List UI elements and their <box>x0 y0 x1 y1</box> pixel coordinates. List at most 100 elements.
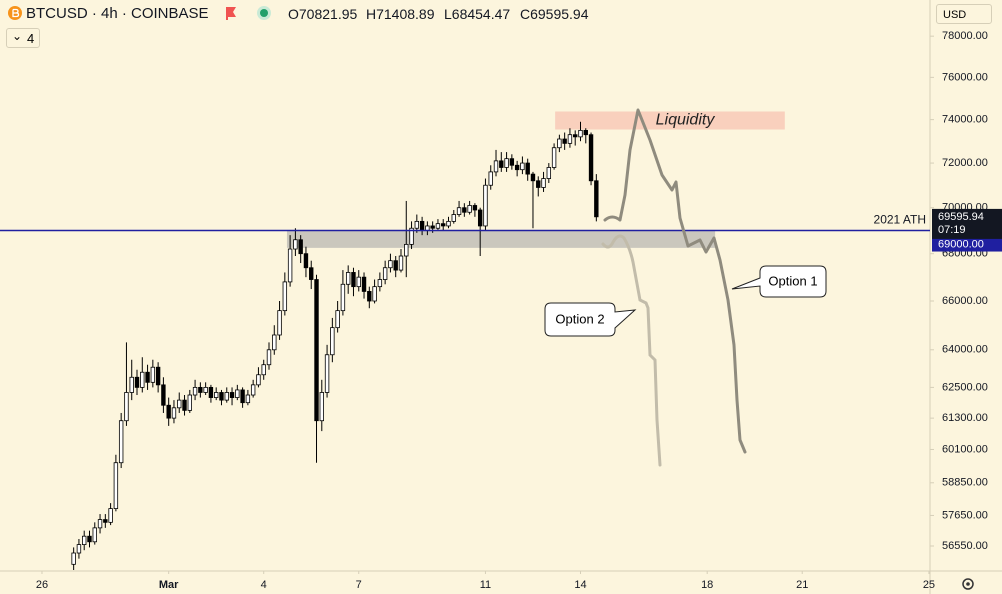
candle-body <box>509 158 515 166</box>
candle-body <box>525 162 530 175</box>
y-tick-label: 61300.00 <box>942 412 988 424</box>
candle-body <box>187 394 193 411</box>
candle-body <box>71 552 76 565</box>
candle-body <box>372 286 377 302</box>
x-tick-label: 25 <box>923 579 935 591</box>
candle-body <box>235 389 240 398</box>
settings-icon[interactable] <box>962 578 974 590</box>
ath-label: 2021 ATH <box>874 213 926 227</box>
candle-body <box>499 160 504 168</box>
candle-body <box>293 239 298 250</box>
callout <box>544 302 637 337</box>
symbol-title[interactable]: BTCUSD · 4h · COINBASE <box>26 5 209 22</box>
y-tick-label: 68000.00 <box>942 248 988 260</box>
candle-body <box>108 508 113 523</box>
candle-body <box>240 389 245 404</box>
candle-body <box>419 220 425 231</box>
settings-icon[interactable] <box>966 582 970 586</box>
candle-body <box>324 354 330 393</box>
candle-body <box>435 223 441 229</box>
ath-axis-label: 69000.00 <box>938 238 984 250</box>
indicator-toggle[interactable]: ⌄ 4 <box>6 28 40 48</box>
candle-body <box>224 392 229 401</box>
candle-body <box>97 519 103 529</box>
candle-body <box>562 138 567 144</box>
indicator-count: 4 <box>27 31 35 46</box>
candle-body <box>261 364 266 376</box>
candle-body <box>76 544 82 554</box>
candle-body <box>330 327 335 356</box>
countdown-label: 07:19 <box>938 224 966 236</box>
candle-body <box>166 404 171 419</box>
candle-body <box>155 366 161 386</box>
candle-body <box>483 184 488 227</box>
x-tick-label: 14 <box>574 579 586 591</box>
candle-body <box>398 255 404 271</box>
candle-body <box>557 138 562 149</box>
candle-body <box>229 392 235 398</box>
candle-body <box>488 171 493 186</box>
callout-label: Option 2 <box>555 311 604 326</box>
candle-body <box>345 272 351 285</box>
y-tick-label: 66000.00 <box>942 295 988 307</box>
candle-body <box>551 147 557 168</box>
candle-body <box>462 207 467 213</box>
candle-body <box>477 209 483 227</box>
candle-body <box>171 407 177 419</box>
candle-body <box>314 279 319 422</box>
candle-body <box>583 129 588 136</box>
candle-body <box>319 392 324 422</box>
ath-axis-box <box>932 236 1002 252</box>
candle-body <box>266 349 272 366</box>
ohlc-close: C69595.94 <box>520 6 589 22</box>
symbol-logo <box>8 6 22 20</box>
candle-body <box>573 134 578 138</box>
candle-body <box>282 281 288 312</box>
candle-body <box>382 267 388 280</box>
flag-icon[interactable] <box>224 6 238 20</box>
candle-body <box>309 267 314 280</box>
candle-body <box>298 239 303 255</box>
candle-body <box>82 535 87 545</box>
y-tick-label: 57650.00 <box>942 509 988 521</box>
y-tick-label: 56550.00 <box>942 540 988 552</box>
candle-body <box>103 519 108 523</box>
candle-body <box>129 376 134 393</box>
candle-body <box>335 310 340 329</box>
candle-body <box>456 207 462 215</box>
zone <box>286 230 716 248</box>
candle-body <box>198 386 203 393</box>
candle-body <box>361 276 367 292</box>
x-tick-label: Mar <box>159 579 179 591</box>
candle-body <box>536 180 541 188</box>
candle-body <box>493 160 499 173</box>
currency-select[interactable]: USD <box>936 4 992 24</box>
x-tick-label: 11 <box>480 579 491 591</box>
y-tick-label: 60100.00 <box>942 443 988 455</box>
candle-body <box>192 386 198 396</box>
candle-body <box>393 260 398 271</box>
candle-body <box>340 283 346 312</box>
plot: Liquidity 2021 ATH <box>0 111 930 570</box>
y-tick-label: 58850.00 <box>942 477 988 489</box>
candle-body <box>356 276 361 288</box>
y-tick-label: 76000.00 <box>942 71 988 83</box>
candle-body <box>504 158 509 168</box>
candle-body <box>541 178 546 188</box>
callout <box>731 265 827 298</box>
candle-body <box>441 223 446 227</box>
ohlc-high: H71408.89 <box>366 6 435 22</box>
candle-body <box>134 376 140 388</box>
y-tick-label: 72000.00 <box>942 157 988 169</box>
candle-body <box>578 129 583 138</box>
candle-body <box>150 366 156 383</box>
candle-body <box>118 420 124 464</box>
candle-body <box>351 272 356 288</box>
candle-body <box>250 384 256 396</box>
candle-body <box>414 220 420 229</box>
ohlc-low: L68454.47 <box>444 6 511 22</box>
candle-body <box>520 162 525 171</box>
ohlc-open: O70821.95 <box>288 6 358 22</box>
option-1-path <box>603 108 747 454</box>
